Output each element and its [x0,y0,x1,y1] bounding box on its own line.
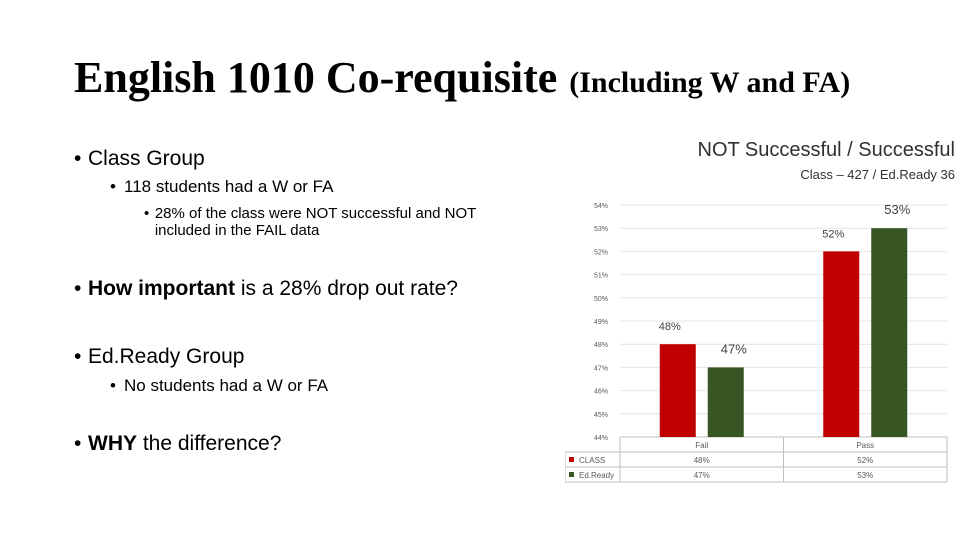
table-cell: 52% [857,456,873,465]
bullet-dot-icon: • [74,345,82,368]
y-tick-label: 54% [594,203,608,210]
title-main: English 1010 Co-requisite [74,53,558,102]
category-label: Fail [695,441,708,450]
y-tick-label: 48% [594,342,608,349]
y-tick-label: 45% [594,412,608,419]
bullet-edready-group: • Ed.Ready Group [74,345,245,368]
bullet-question: • How important is a 28% drop out rate? [74,277,458,300]
bullet-why: • WHY the difference? [74,432,282,455]
bullet-class-group: • Class Group [74,147,205,170]
bullet-dot-icon: • [144,205,150,222]
table-row-name: Ed.Ready [579,471,614,480]
bullet-dot-icon: • [74,147,82,170]
bullet-dot-icon: • [74,432,82,455]
chart-subtitle: Class – 427 / Ed.Ready 36 [800,167,955,182]
data-label: 48% [659,321,681,333]
category-label: Pass [856,441,874,450]
y-tick-label: 47% [594,365,608,372]
data-label: 53% [884,202,910,217]
bar-class-fail [659,344,696,437]
bullet-dot-icon: • [110,177,116,196]
y-tick-label: 44% [594,435,608,442]
table-row-name: CLASS [579,456,605,465]
bar-edready-pass [871,228,908,437]
slide-title: English 1010 Co-requisite (Including W an… [74,52,850,103]
title-sub: (Including W and FA) [569,66,851,99]
y-tick-label: 46% [594,389,608,396]
bar-edready-fail [707,367,744,437]
chart: NOT Successful / Successful Class – 427 … [565,135,955,485]
table-cell: 47% [694,471,710,480]
chart-title: NOT Successful / Successful [697,139,956,161]
bullet-class-pct: • 28% of the class were NOT successful an… [144,205,477,239]
data-label: 47% [721,341,747,356]
bullet-class-w-fa: • 118 students had a W or FA [110,177,334,196]
table-cell: 53% [857,471,873,480]
y-tick-label: 49% [594,319,608,326]
chart-plot: 54% 53% 52% 51% 50% 49% 48% 47% 46% 45% 44% 48% 47% F… [565,202,948,483]
data-label: 52% [822,228,844,240]
bar-class-pass [823,251,860,437]
table-cell: 48% [694,456,710,465]
y-tick-label: 50% [594,296,608,303]
y-tick-label: 52% [594,249,608,256]
bullet-edready-w-fa: • No students had a W or FA [110,376,329,395]
y-tick-label: 51% [594,273,608,280]
bullet-dot-icon: • [110,376,116,395]
legend-swatch [569,457,574,462]
legend-swatch [569,472,574,477]
bullet-dot-icon: • [74,277,82,300]
y-tick-label: 53% [594,226,608,233]
